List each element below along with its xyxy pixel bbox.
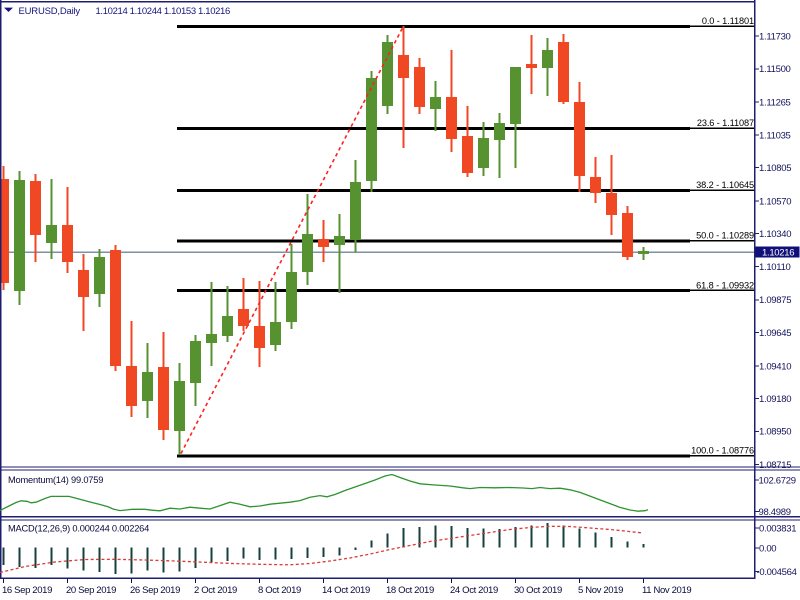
svg-text:61.8 - 1.09932: 61.8 - 1.09932 — [696, 280, 754, 290]
svg-text:1.11730: 1.11730 — [759, 32, 791, 43]
svg-text:18 Oct 2019: 18 Oct 2019 — [386, 585, 434, 596]
svg-text:1.10570: 1.10570 — [759, 196, 791, 207]
svg-text:23.6 - 1.11087: 23.6 - 1.11087 — [697, 118, 754, 128]
svg-text:2 Oct 2019: 2 Oct 2019 — [194, 585, 237, 596]
svg-text:Momentum(14) 99.0759: Momentum(14) 99.0759 — [8, 475, 103, 485]
svg-text:1.09180: 1.09180 — [759, 394, 791, 405]
svg-text:20 Sep 2019: 20 Sep 2019 — [66, 585, 116, 596]
svg-text:1.10214 1.10244 1.10153 1.1021: 1.10214 1.10244 1.10153 1.10216 — [96, 6, 230, 17]
svg-text:26 Sep 2019: 26 Sep 2019 — [130, 585, 180, 596]
svg-text:1.08715: 1.08715 — [759, 460, 791, 471]
svg-text:24 Oct 2019: 24 Oct 2019 — [450, 585, 498, 596]
svg-text:1.09875: 1.09875 — [759, 295, 791, 306]
svg-text:-0.004564: -0.004564 — [757, 567, 797, 578]
svg-text:11 Nov 2019: 11 Nov 2019 — [642, 585, 691, 596]
svg-text:16 Sep 2019: 16 Sep 2019 — [2, 585, 52, 596]
svg-text:100.0 - 1.08776: 100.0 - 1.08776 — [691, 446, 754, 456]
svg-text:0.003831: 0.003831 — [759, 523, 796, 534]
svg-text:1.09410: 1.09410 — [759, 361, 791, 372]
svg-text:1.10805: 1.10805 — [759, 163, 791, 174]
svg-text:14 Oct 2019: 14 Oct 2019 — [322, 585, 370, 596]
svg-text:98.4989: 98.4989 — [759, 507, 791, 518]
svg-text:EURUSD,Daily: EURUSD,Daily — [19, 6, 81, 17]
svg-text:50.0 - 1.10289: 50.0 - 1.10289 — [696, 231, 754, 241]
svg-text:8 Oct 2019: 8 Oct 2019 — [258, 585, 301, 596]
svg-text:38.2 - 1.10645: 38.2 - 1.10645 — [696, 180, 754, 190]
svg-text:1.10216: 1.10216 — [762, 248, 794, 259]
svg-text:1.11500: 1.11500 — [759, 64, 791, 75]
svg-text:30 Oct 2019: 30 Oct 2019 — [514, 585, 562, 596]
svg-text:1.10340: 1.10340 — [759, 229, 791, 240]
svg-text:MACD(12,26,9) 0.000244 0.00226: MACD(12,26,9) 0.000244 0.002264 — [8, 524, 149, 534]
svg-text:1.11035: 1.11035 — [759, 130, 791, 141]
svg-text:1.10110: 1.10110 — [759, 262, 791, 273]
svg-text:102.6729: 102.6729 — [759, 476, 796, 487]
svg-text:1.11265: 1.11265 — [759, 98, 791, 109]
svg-text:0.0 - 1.11801: 0.0 - 1.11801 — [702, 16, 754, 26]
svg-text:0.00: 0.00 — [759, 543, 776, 554]
svg-text:5 Nov 2019: 5 Nov 2019 — [578, 585, 623, 596]
svg-text:1.08950: 1.08950 — [759, 427, 791, 438]
svg-text:1.09645: 1.09645 — [759, 328, 791, 339]
